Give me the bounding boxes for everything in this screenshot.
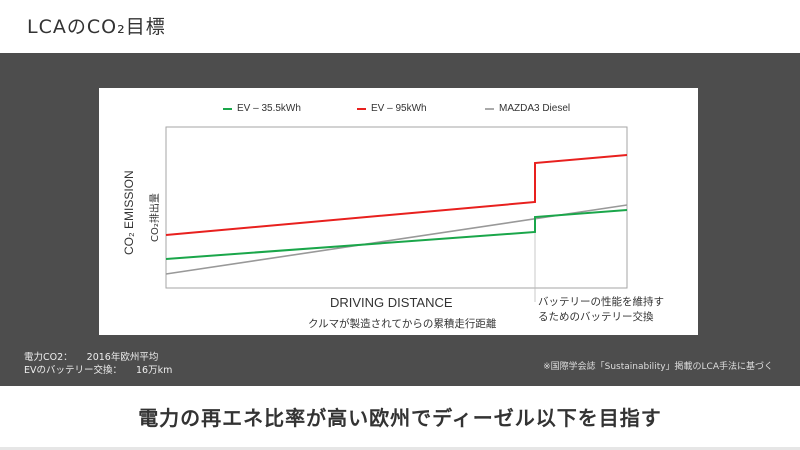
legend-item-mazda3-diesel: MAZDA3 Diesel [485, 103, 570, 114]
page-title: LCAのCO₂目標 [27, 16, 166, 38]
legend-swatch-icon [485, 107, 494, 110]
y-axis-label: CO₂ EMISSION [122, 170, 136, 255]
x-axis-label: DRIVING DISTANCE [330, 295, 453, 310]
footnote-label: 電力CO2： [24, 352, 73, 363]
plot-frame [165, 126, 628, 289]
x-axis-sublabel: クルマが製造されてからの累積走行距離 [308, 318, 497, 330]
legend-swatch-icon [357, 107, 366, 110]
footnote-value: 16万km [136, 365, 173, 376]
legend-swatch-icon [223, 107, 232, 110]
footnote-conditions: 電力CO2： 2016年欧州平均 EVのバッテリー交換： 16万km [24, 351, 172, 377]
legend-label: EV – 95kWh [371, 103, 427, 114]
footnote-label: EVのバッテリー交換： [24, 365, 123, 376]
battery-swap-annotation: バッテリーの性能を維持するためのバッテリー交換 [538, 296, 664, 323]
series-ev-35kwh [165, 209, 628, 260]
source-note: ※国際学会誌「Sustainability」掲載のLCA手法に基づく [543, 362, 773, 372]
headline: 電力の再エネ比率が高い欧州でディーゼル以下を目指す [138, 406, 662, 430]
legend-item-ev-35kwh: EV – 35.5kWh [223, 103, 301, 114]
footnote-value: 2016年欧州平均 [86, 352, 159, 363]
legend-label: EV – 35.5kWh [237, 103, 301, 114]
series-ev-95kwh [165, 154, 628, 236]
footnote-row: EVのバッテリー交換： 16万km [24, 364, 172, 377]
legend-item-ev-95kwh: EV – 95kWh [357, 103, 427, 114]
bottom-divider [0, 447, 800, 450]
footnote-row: 電力CO2： 2016年欧州平均 [24, 351, 172, 364]
y-axis-sublabel: CO₂排出量 [150, 193, 161, 242]
legend-label: MAZDA3 Diesel [499, 103, 571, 114]
